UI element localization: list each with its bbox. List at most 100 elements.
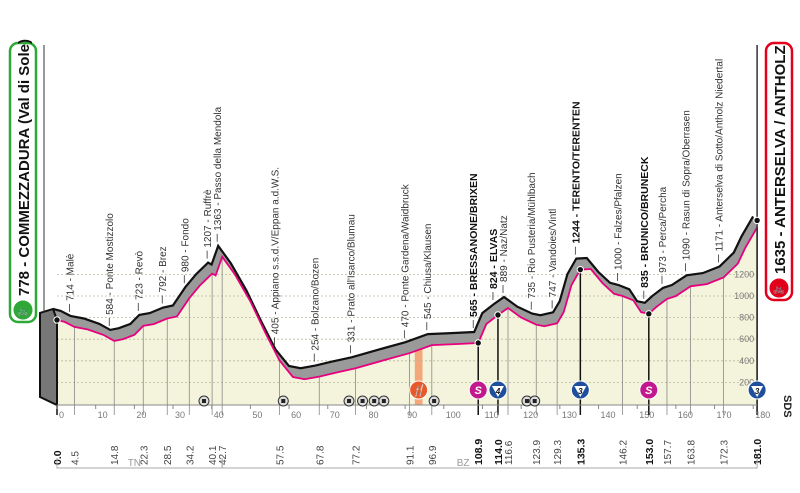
kom-triangle: [574, 386, 587, 397]
small-marker-icon: [198, 395, 210, 407]
x-tick-label: 150: [639, 410, 654, 420]
km-mark-label: 123.9: [532, 440, 543, 465]
kom-icon: 3: [570, 380, 590, 400]
x-tick-label: 90: [407, 410, 417, 420]
x-tick-label: 80: [368, 410, 378, 420]
km-mark-label: 108.9: [473, 439, 485, 465]
x-tick-label: 60: [291, 410, 301, 420]
cyclist-icon: [768, 277, 790, 299]
place-label: 889 - Naz/Natz: [499, 215, 510, 282]
relief-band: [53, 216, 758, 380]
place-label: 1244 - TERENTO/TERENTEN: [570, 101, 582, 243]
place-label: 1207 - Ruffrè: [203, 189, 214, 248]
x-tick-label: 70: [330, 410, 340, 420]
km-mark-label: 172.3: [719, 440, 730, 465]
place-label: 1363 - Passo della Mendola: [213, 106, 224, 230]
place-label: 792 - Brez: [158, 246, 169, 292]
feed-zone-icon: 🍴: [409, 380, 429, 400]
km-mark-label: 67.8: [315, 445, 326, 465]
km-mark-label: 135.3: [575, 439, 587, 465]
marker-circle: [409, 380, 429, 400]
x-tick-label: 180: [755, 410, 770, 420]
point-dot: [494, 311, 502, 319]
x-tick-label: 10: [98, 410, 108, 420]
region-label: BZ: [457, 458, 470, 469]
point-dot: [753, 216, 761, 225]
place-label: 714 - Malè: [65, 253, 76, 301]
place-label: 1090 - Rasun di Sopra/Oberrasen: [682, 110, 693, 260]
place-label: 405 - Appiano s.s.d.V/Eppan a.d.W.S.: [270, 167, 281, 334]
y-tick-label: 800: [739, 313, 754, 323]
km-mark-label: 34.2: [185, 445, 196, 465]
place-label: 254 - Bolzano/Bozen: [310, 258, 321, 351]
x-tick-label: 100: [446, 410, 461, 420]
marker-text: S: [645, 385, 653, 397]
x-tick-label: 0: [59, 410, 64, 420]
small-marker-core: [524, 399, 529, 403]
km-mark-label: 22.3: [139, 445, 150, 465]
region-label: TN: [128, 458, 141, 469]
small-marker-icon: [343, 395, 355, 407]
cyclist-icon: [12, 299, 34, 321]
kom-triangle: [751, 386, 764, 397]
y-tick-label: 600: [739, 334, 754, 344]
point-dot: [576, 265, 585, 274]
x-tick-label: 110: [484, 410, 498, 420]
x-tick-label: 30: [175, 410, 185, 420]
x-tick-label: 20: [136, 410, 146, 420]
profile-top-line: [52, 215, 755, 370]
place-label: 723 - Revò: [134, 251, 145, 300]
finish-box: 🚲 1635 - ANTERSELVA / ANTHOLZ: [764, 41, 794, 302]
marker-text: 4: [495, 387, 501, 396]
marker-circle: [468, 380, 488, 400]
start-box: 🚲 778 - COMMEZZADURA (Val di Sole): [8, 39, 38, 324]
km-mark-label: 28.5: [163, 445, 174, 465]
x-tick-label: 130: [562, 410, 577, 420]
y-tick-label: 200: [739, 377, 754, 387]
marker-text: 🍴: [412, 384, 426, 397]
km-mark-label: 91.1: [405, 445, 416, 465]
small-marker-icon: [428, 395, 440, 407]
place-label: 1171 - Anterselva di Sotto/Antholz Niede…: [714, 59, 725, 252]
x-tick-label: 50: [252, 410, 262, 420]
sds-logo: SDS: [781, 395, 793, 418]
marker-text: 3: [578, 387, 583, 396]
small-marker-icon: [378, 395, 390, 407]
small-marker-icon: [368, 395, 380, 407]
start-box-label: 778 - COMMEZZADURA (Val di Sole): [16, 39, 33, 296]
place-label: 331 - Prato all'Isarco/Blumau: [347, 214, 358, 342]
km-mark-label: 77.2: [352, 445, 363, 465]
km-mark-label: 40.1: [208, 445, 219, 465]
small-marker-core: [532, 399, 537, 403]
place-label: 735 - Rio Pusteria/Mühlbach: [527, 172, 538, 298]
bike-glyph: 🚲: [773, 284, 785, 295]
x-tick-label: 40: [214, 410, 224, 420]
sprint-icon: S: [639, 380, 659, 400]
small-marker-icon: [277, 395, 289, 407]
km-mark-label: 146.2: [619, 440, 630, 465]
x-tick-label: 160: [678, 410, 693, 420]
place-label: 1000 - Falzes/Pfalzen: [614, 173, 625, 270]
km-mark-label: 153.0: [644, 439, 656, 465]
km-mark-label: 57.5: [275, 445, 286, 465]
km-mark-label: 129.3: [553, 440, 564, 465]
point-dot: [53, 316, 61, 324]
y-tick-label: 1200: [734, 269, 754, 279]
small-marker-icon: [521, 395, 533, 407]
km-mark-label: 181.0: [752, 439, 764, 465]
x-tick-label: 170: [717, 410, 732, 420]
place-label: 545 - Chiusa/Klausen: [423, 224, 434, 320]
small-marker-icon: [357, 395, 369, 407]
bike-glyph: 🚲: [17, 306, 29, 317]
kom-icon: 3: [747, 380, 767, 400]
km-mark-label: 42.7: [218, 445, 229, 465]
place-label: 584 - Ponte Mostizzolo: [105, 213, 116, 315]
small-marker-core: [347, 399, 352, 403]
place-label: 980 - Fondo: [180, 218, 191, 272]
finish-box-frame: [764, 41, 794, 302]
place-label: 747 - Vandoies/Vintl: [548, 209, 559, 298]
kom-icon: 4: [488, 380, 508, 400]
kom-triangle: [491, 386, 504, 397]
small-marker-core: [201, 399, 206, 403]
